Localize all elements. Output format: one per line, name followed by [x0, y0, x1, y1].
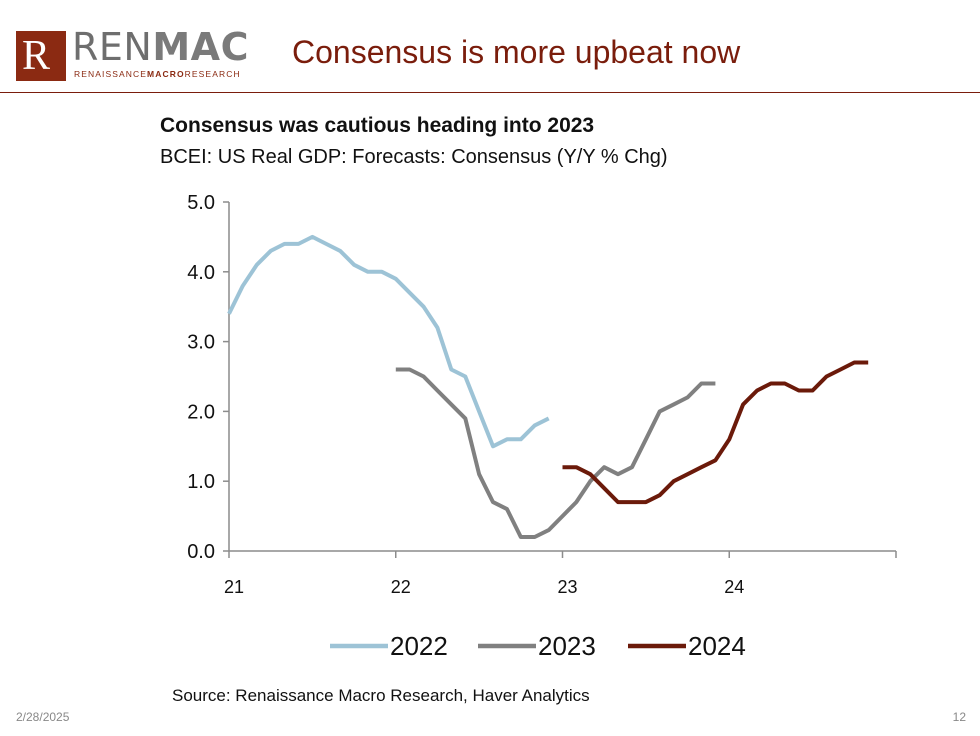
y-tick-label: 3.0	[187, 332, 215, 354]
source-note: Source: Renaissance Macro Research, Have…	[172, 686, 590, 705]
series-line-2023	[395, 367, 716, 539]
slide-date: 2/28/2025	[16, 710, 70, 724]
renmac-logo: R RENMAC RENAISSANCEMACRORESEARCH	[16, 25, 266, 83]
logo-sub-plain: RENAISSANCE	[74, 69, 148, 79]
y-tick-label: 1.0	[187, 471, 215, 493]
y-tick-label: 0.0	[187, 541, 215, 563]
logo-sub-bold: MACRO	[147, 69, 185, 79]
header-divider	[0, 92, 980, 93]
legend-label-2022: 2022	[390, 631, 448, 661]
y-tick-label: 4.0	[187, 262, 215, 284]
chart-title: Consensus was cautious heading into 2023	[160, 114, 595, 137]
x-tick-label: 23	[557, 577, 577, 597]
series-line-2024	[562, 360, 869, 505]
logo-sub-end: RESEARCH	[184, 69, 241, 79]
page-number: 12	[952, 710, 966, 724]
logo-wordmark: RENMAC	[72, 25, 249, 69]
logo-word-bold: MAC	[152, 25, 249, 69]
y-tick-label: 2.0	[187, 401, 215, 423]
logo-letter: R	[22, 33, 51, 79]
logo-mark: R	[16, 31, 66, 81]
chart-subtitle: BCEI: US Real GDP: Forecasts: Consensus …	[160, 146, 668, 168]
legend-label-2024: 2024	[688, 631, 746, 661]
x-tick-label: 22	[391, 577, 411, 597]
series-line-2022	[227, 234, 550, 449]
x-tick-label: 24	[724, 577, 744, 597]
logo-word-plain: REN	[72, 25, 153, 69]
logo-subtitle: RENAISSANCEMACRORESEARCH	[74, 69, 241, 79]
slide-title: Consensus is more upbeat now	[292, 34, 741, 70]
y-tick-label: 5.0	[187, 192, 215, 214]
legend-label-2023: 2023	[538, 631, 596, 661]
x-tick-label: 21	[224, 577, 244, 597]
